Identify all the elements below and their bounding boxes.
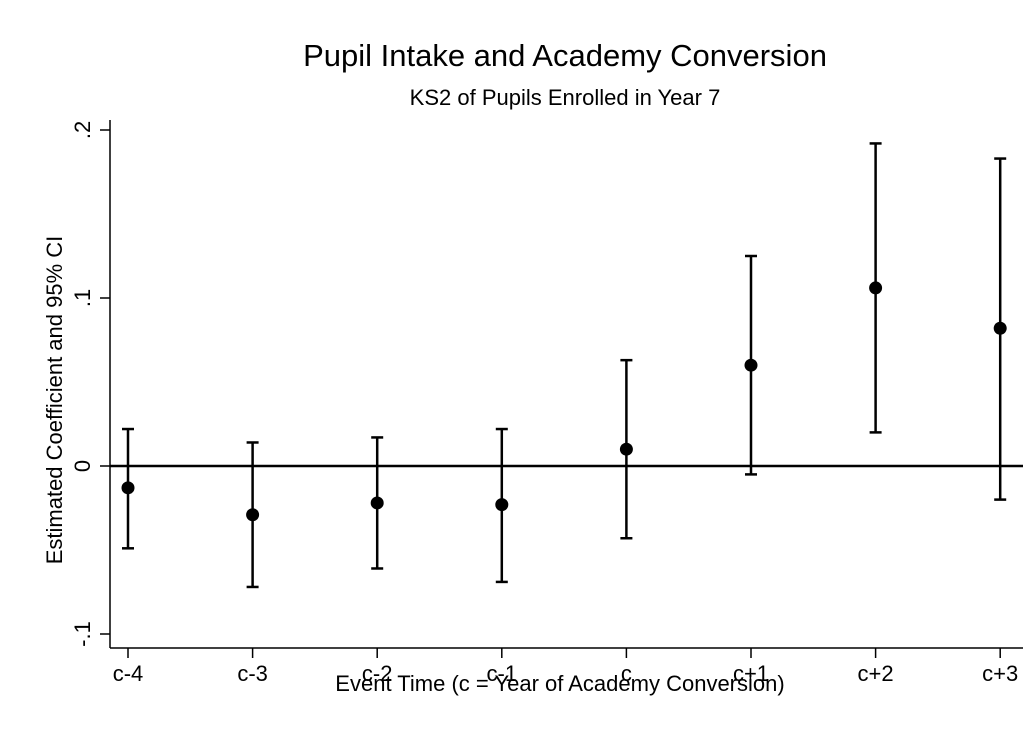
y-tick-label: .2 xyxy=(70,121,95,139)
point-estimate xyxy=(246,508,260,522)
point-estimate xyxy=(869,281,883,295)
x-tick-label: c-3 xyxy=(237,661,268,686)
chart-subtitle: KS2 of Pupils Enrolled in Year 7 xyxy=(410,85,721,110)
x-tick-label: c-1 xyxy=(487,661,518,686)
x-tick-label: c+2 xyxy=(858,661,894,686)
point-estimate xyxy=(993,321,1007,335)
chart-title: Pupil Intake and Academy Conversion xyxy=(303,38,827,73)
point-estimate xyxy=(495,498,509,512)
x-axis-label: Event Time (c = Year of Academy Conversi… xyxy=(335,671,784,696)
y-axis-label: Estimated Coefficient and 95% CI xyxy=(42,236,67,565)
x-tick-label: c+1 xyxy=(733,661,769,686)
data-marks xyxy=(110,142,1023,589)
y-tick-label: .1 xyxy=(70,289,95,307)
y-tick-label: -.1 xyxy=(70,621,95,647)
point-estimate xyxy=(619,442,633,456)
x-tick-label: c xyxy=(621,661,632,686)
x-tick-label: c-4 xyxy=(113,661,144,686)
x-tick-label: c+3 xyxy=(982,661,1018,686)
axes: -.1 0 .1 .2 c-4 c-3 c-2 c-1 c c+1 c+2 c+3 xyxy=(70,120,1023,686)
y-tick-label: 0 xyxy=(70,460,95,472)
x-tick-label: c-2 xyxy=(362,661,393,686)
point-estimate xyxy=(121,481,135,495)
point-estimate xyxy=(744,358,758,372)
point-estimate xyxy=(370,496,384,510)
